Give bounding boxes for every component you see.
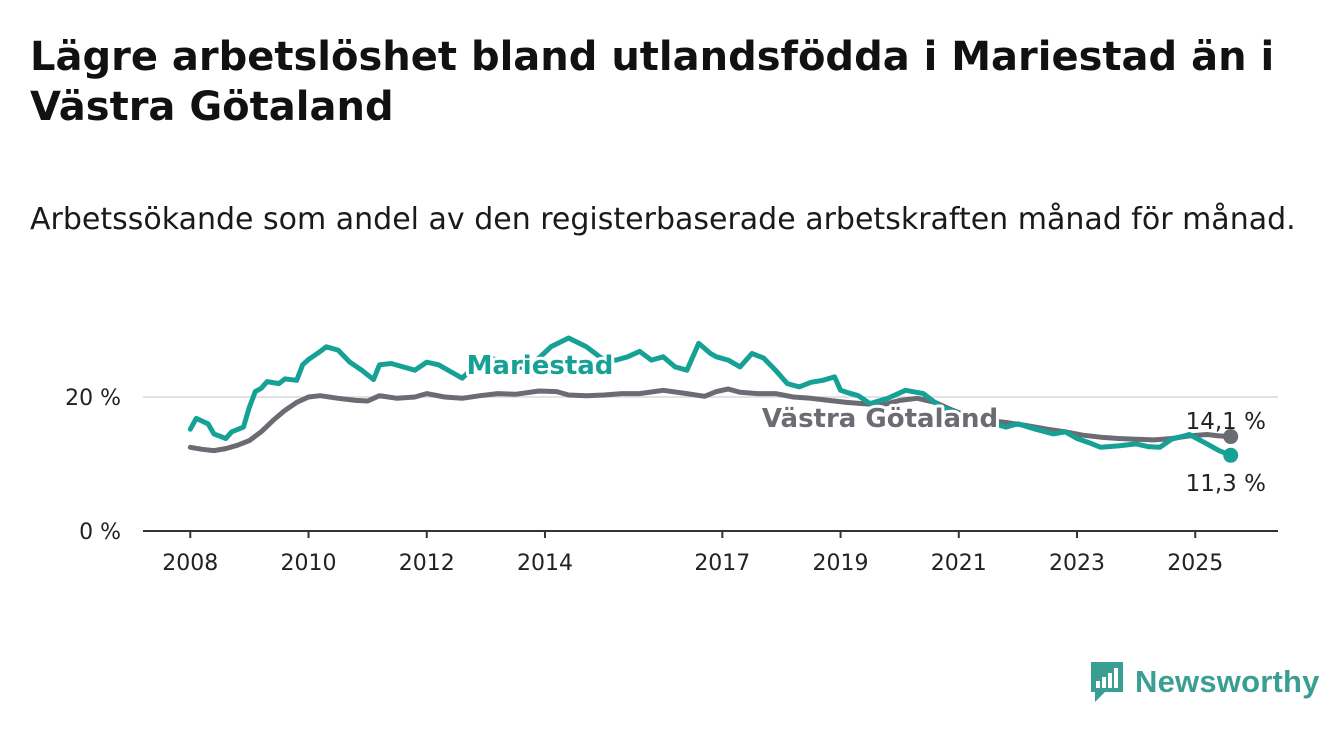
chart-subtitle: Arbetssökande som andel av den registerb… (30, 202, 1296, 237)
x-tick-label: 2017 (694, 551, 750, 576)
newsworthy-logo: Newsworthy (1089, 660, 1320, 704)
brand-name: Newsworthy (1135, 664, 1320, 699)
series-layer (187, 335, 1239, 463)
end-point-mariestad (1223, 447, 1239, 463)
x-tick-label: 2014 (517, 551, 573, 576)
end-value-vastra-gotaland: 14,1 % (1186, 409, 1266, 435)
series-label-vastra-gotaland: Västra Götaland (762, 404, 998, 434)
y-tick-label: 20 % (65, 386, 121, 411)
y-tick-label: 0 % (79, 520, 121, 545)
series-label-mariestad: Mariestad (467, 351, 614, 381)
x-tick-label: 2023 (1049, 551, 1105, 576)
series-line-vastra-gotaland (187, 386, 1234, 454)
axis-layer: 0 % 20 % 2008 2010 2012 2014 2017 2019 2021 2023 2… (65, 386, 1278, 576)
line-chart: 0 % 20 % 2008 2010 2012 2014 2017 2019 2021 2023 2… (65, 335, 1278, 576)
x-tick-label: 2021 (931, 551, 987, 576)
chart-title: Lägre arbetslöshet bland utlandsfödda i … (30, 34, 1275, 130)
x-tick-label: 2010 (281, 551, 337, 576)
x-tick-label: 2012 (399, 551, 455, 576)
x-tick-label: 2008 (162, 551, 218, 576)
end-point-vastra-gotaland (1223, 429, 1239, 445)
label-layer: Mariestad Västra Götaland 14,1 % 11,3 % (464, 348, 1266, 497)
series-line-mariestad (187, 335, 1234, 458)
x-tick-label: 2025 (1167, 551, 1223, 576)
x-tick-label: 2019 (813, 551, 869, 576)
end-value-mariestad: 11,3 % (1186, 471, 1266, 497)
bar-chart-speech-bubble-icon (1091, 662, 1123, 702)
